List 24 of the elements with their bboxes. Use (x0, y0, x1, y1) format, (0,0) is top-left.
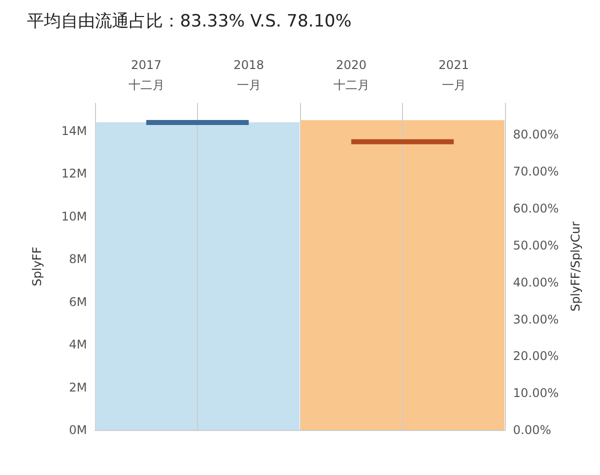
y2-tick-label: 50.00% (513, 238, 559, 252)
y-tick-label: 10M (61, 209, 87, 224)
x-tick-label: 2017 十二月 (128, 58, 164, 92)
x-tick-label: 2021 一月 (438, 58, 470, 92)
y-tick-label: 8M (69, 252, 87, 266)
y2-tick-label: 70.00% (513, 164, 559, 179)
y-tick-label: 14M (61, 124, 87, 138)
y2-tick-label: 30.00% (513, 312, 559, 326)
y2-tick-label: 0.00% (513, 423, 552, 437)
y-tick-label: 12M (61, 166, 87, 181)
y-tick-label: 0M (69, 423, 87, 437)
y2-axis-title: SplyFF/SplyCur (568, 221, 583, 312)
y2-tick-label: 60.00% (513, 202, 559, 216)
y2-tick-label: 40.00% (513, 275, 559, 290)
x-tick-label: 2018 一月 (233, 58, 264, 92)
y2-tick-label: 20.00% (513, 349, 559, 364)
y-axis-title: SplyFF (30, 246, 44, 286)
x-tick-label: 2020 十二月 (333, 58, 370, 92)
chart-title: 平均自由流通占比：83.33% V.S. 78.10% (27, 12, 352, 32)
y-tick-label: 2M (69, 380, 87, 394)
y-tick-label: 4M (69, 338, 87, 352)
y-tick-label: 6M (69, 294, 87, 309)
y2-tick-label: 80.00% (513, 128, 559, 142)
y2-tick-label: 10.00% (513, 386, 559, 400)
